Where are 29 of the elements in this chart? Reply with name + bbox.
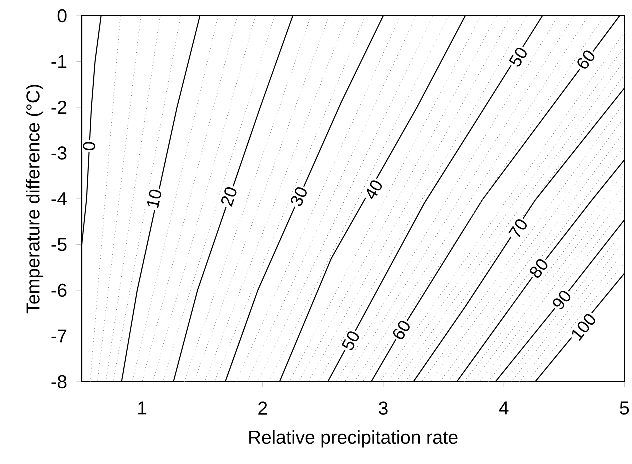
x-tick-label: 3 xyxy=(379,402,388,416)
annotation: 80 xyxy=(530,259,548,278)
x-tick-label: 2 xyxy=(258,402,268,415)
x-axis-title: Relative precipitation rate xyxy=(250,430,458,448)
annotation: 10 xyxy=(147,190,162,208)
annotation: 100 xyxy=(572,314,596,342)
y-tick-label: -3 xyxy=(52,146,67,160)
x-tick-label: 5 xyxy=(620,402,630,415)
annotation: 50 xyxy=(342,332,360,350)
y-tick-label: -1 xyxy=(52,55,67,68)
annotation: 70 xyxy=(508,220,527,238)
annotation: 40 xyxy=(366,180,382,200)
x-tick-label: 4 xyxy=(499,402,509,415)
y-tick-label: -2 xyxy=(52,100,67,114)
y-tick-label: -8 xyxy=(52,375,67,389)
annotation: 30 xyxy=(291,188,307,206)
annotation: 20 xyxy=(221,188,237,207)
annotation: 50 xyxy=(509,48,527,67)
y-tick-label: 0 xyxy=(58,9,67,23)
y-tick-label: -6 xyxy=(52,284,67,298)
y-tick-label: -7 xyxy=(52,330,67,343)
y-tick-label: -4 xyxy=(52,192,67,206)
annotation: 90 xyxy=(553,290,571,310)
x-tick-label: 1 xyxy=(138,402,147,415)
annotation: 60 xyxy=(393,321,410,340)
annotation: 60 xyxy=(578,50,595,69)
annotation: 0 xyxy=(83,142,96,151)
y-tick-label: -5 xyxy=(52,238,67,252)
y-axis-title: Temperature difference (°C) xyxy=(26,85,44,314)
